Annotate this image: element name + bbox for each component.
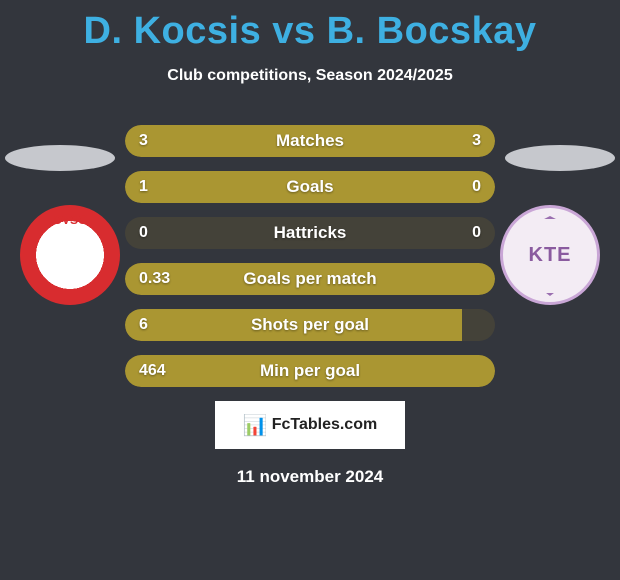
page-title: D. Kocsis vs B. Bocskay xyxy=(0,0,620,53)
club-badge-left: DVSC xyxy=(20,205,120,305)
club-badge-left-label: DVSC xyxy=(20,213,120,227)
stat-label: Hattricks xyxy=(125,217,495,249)
date-label: 11 november 2024 xyxy=(0,467,620,487)
stat-label: Matches xyxy=(125,125,495,157)
source-logo-text: FcTables.com xyxy=(272,416,378,434)
stat-row: 0.33Goals per match xyxy=(125,263,495,295)
comparison-content: DVSC KTE 33Matches 10Goals 00Hattricks 0.33… xyxy=(0,125,620,487)
source-logo: 📊 FcTables.com xyxy=(215,401,405,449)
club-badge-right-label: KTE xyxy=(503,244,597,267)
stat-label: Min per goal xyxy=(125,355,495,387)
player-shadow-right xyxy=(505,145,615,171)
stat-bars: 33Matches 10Goals 00Hattricks 0.33Goals per… xyxy=(125,125,495,387)
club-badge-right: KTE xyxy=(500,205,600,305)
stat-row: 10Goals xyxy=(125,171,495,203)
stat-row: 00Hattricks xyxy=(125,217,495,249)
player-shadow-left xyxy=(5,145,115,171)
stat-row: 33Matches xyxy=(125,125,495,157)
subtitle: Club competitions, Season 2024/2025 xyxy=(0,67,620,85)
stat-label: Shots per goal xyxy=(125,309,495,341)
stat-label: Goals per match xyxy=(125,263,495,295)
stat-row: 464Min per goal xyxy=(125,355,495,387)
chart-icon: 📊 xyxy=(243,413,268,438)
stat-label: Goals xyxy=(125,171,495,203)
stat-row: 6Shots per goal xyxy=(125,309,495,341)
